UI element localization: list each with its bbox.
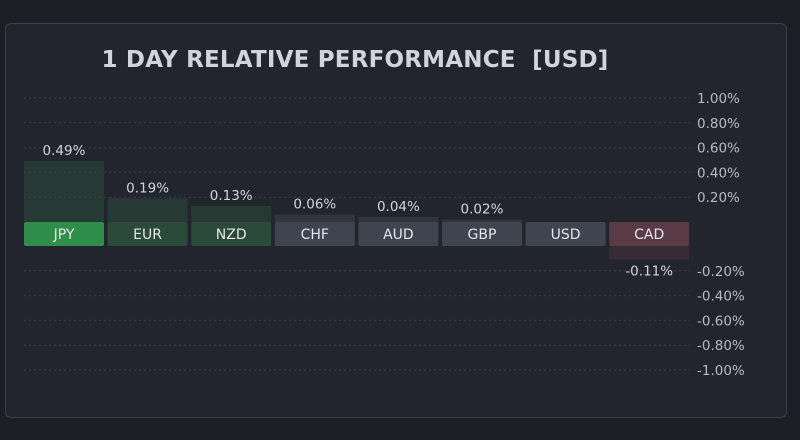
- bar-eur: [107, 198, 188, 222]
- category-cell-nzd: [191, 222, 272, 246]
- bar-jpy: [24, 161, 104, 222]
- y-tick-label: -0.40%: [697, 289, 745, 305]
- category-cells: JPY EUR NZD CHF AUD GBP USD CAD: [24, 222, 690, 246]
- category-label: USD: [551, 227, 581, 243]
- category-cell-gbp: [442, 222, 522, 246]
- category-label: EUR: [133, 227, 162, 243]
- category-label: AUD: [383, 227, 414, 243]
- value-label-nzd: 0.13%: [210, 188, 253, 204]
- y-tick-label: 0.60%: [697, 141, 740, 157]
- category-cell-aud: [358, 222, 439, 246]
- category-cell-eur: [107, 222, 188, 246]
- value-labels: 0.49% 0.19% 0.13% 0.06% 0.04% 0.02% -0.11%: [43, 143, 674, 279]
- value-label-gbp: 0.02%: [461, 202, 504, 218]
- value-label-jpy: 0.49%: [43, 143, 86, 159]
- y-tick-label: 0.80%: [697, 116, 740, 132]
- category-label: CAD: [634, 227, 664, 243]
- category-label: CHF: [301, 227, 329, 243]
- y-tick-label: -0.60%: [697, 313, 745, 329]
- bar-chf: [274, 214, 355, 222]
- bar-cad: [609, 246, 690, 260]
- value-label-chf: 0.06%: [293, 197, 336, 213]
- y-tick-label: 0.40%: [697, 165, 740, 181]
- y-tick-label: 1.00%: [697, 91, 740, 107]
- y-axis-ticks: 1.00% 0.80% 0.60% 0.40% 0.20% -0.20% -0.40% -0.…: [697, 91, 745, 379]
- category-cell-jpy: [24, 222, 104, 246]
- category-cell-cad: [609, 222, 690, 246]
- bar-gbp: [442, 219, 522, 222]
- y-tick-label: -1.00%: [697, 363, 745, 379]
- category-label: NZD: [216, 227, 247, 243]
- category-label: GBP: [468, 227, 497, 243]
- y-tick-label: -0.80%: [697, 338, 745, 354]
- y-tick-label: -0.20%: [697, 264, 745, 280]
- grid-lines: [24, 97, 690, 371]
- bar-aud: [358, 217, 439, 222]
- y-tick-label: 0.20%: [697, 190, 740, 206]
- value-label-cad: -0.11%: [625, 264, 673, 280]
- chart-title: 1 DAY RELATIVE PERFORMANCE [USD]: [101, 47, 609, 73]
- value-label-aud: 0.04%: [377, 199, 420, 215]
- bars: [24, 161, 690, 260]
- category-label: JPY: [53, 227, 75, 243]
- value-label-eur: 0.19%: [126, 180, 169, 196]
- bar-nzd: [191, 205, 272, 222]
- category-cell-chf: [274, 222, 355, 246]
- category-cell-usd: [525, 222, 606, 246]
